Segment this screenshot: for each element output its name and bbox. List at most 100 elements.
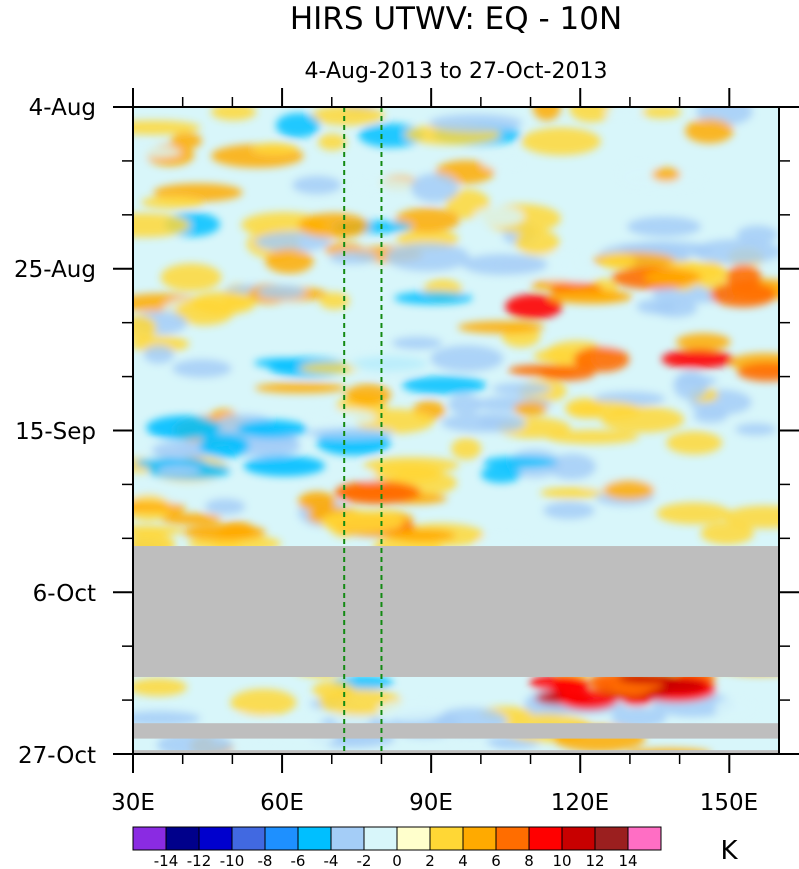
anomaly-cell xyxy=(448,394,482,415)
x-tick-label: 120E xyxy=(551,790,609,816)
colorbar-box xyxy=(198,826,233,851)
colorbar-tick-label: 6 xyxy=(491,852,501,869)
colorbar-unit: K xyxy=(720,836,738,866)
anomaly-cell xyxy=(482,456,558,469)
colorbar-box xyxy=(495,826,530,851)
anomaly-cell xyxy=(133,213,191,238)
anomaly-cell xyxy=(141,195,204,209)
anomaly-cell xyxy=(306,427,395,438)
colorbar-labels: -14 -12 -10 -8 -6 -4 -2 0 2 4 6 8 10 12 … xyxy=(154,852,638,869)
anomaly-cell xyxy=(482,158,525,170)
plot-area xyxy=(133,107,779,754)
anomaly-cell xyxy=(532,107,561,121)
anomaly-cell xyxy=(170,132,203,149)
anomaly-cell xyxy=(710,281,777,308)
anomaly-cell xyxy=(133,120,201,135)
anomaly-cell xyxy=(386,529,456,542)
colorbar-tick-label: -4 xyxy=(324,852,339,869)
colorbar-tick-label: 0 xyxy=(392,852,402,869)
anomaly-cell xyxy=(666,431,723,455)
anomaly-cell xyxy=(146,415,221,440)
anomaly-cell xyxy=(636,299,677,315)
anomaly-cell xyxy=(308,409,377,426)
anomaly-cell xyxy=(133,525,185,536)
anomaly-cell xyxy=(392,336,443,350)
axis-ticks xyxy=(113,88,799,773)
colorbar-box xyxy=(231,826,266,851)
anomaly-cell xyxy=(473,206,525,227)
anomaly-cell xyxy=(254,231,331,252)
anomaly-cell xyxy=(641,107,682,119)
anomaly-cell xyxy=(133,501,185,512)
colorbar xyxy=(132,826,662,851)
colorbar-box xyxy=(627,826,662,851)
anomaly-cell xyxy=(292,176,342,195)
anomaly-cell xyxy=(457,320,545,334)
anomaly-cell xyxy=(714,697,757,720)
anomaly-cell xyxy=(133,711,201,727)
anomaly-cell xyxy=(692,239,779,264)
anomaly-cell xyxy=(602,480,655,500)
anomaly-cell xyxy=(505,294,563,320)
anomaly-cell xyxy=(543,263,597,282)
colorbar-tick-label: -8 xyxy=(258,852,273,869)
anomaly-cell xyxy=(210,107,257,121)
anomaly-cell xyxy=(693,408,728,423)
anomaly-cell xyxy=(430,345,504,372)
colorbar-tick-label: -2 xyxy=(357,852,372,869)
anomaly-cell xyxy=(204,498,246,515)
anomaly-cell xyxy=(199,433,250,459)
anomaly-cell xyxy=(156,465,202,476)
colorbar-tick-label: -10 xyxy=(220,852,245,869)
anomaly-cell xyxy=(347,348,427,376)
anomaly-cell xyxy=(312,681,355,699)
anomaly-cell xyxy=(673,371,709,400)
anomaly-cell xyxy=(345,384,392,406)
anomaly-cell xyxy=(256,284,306,300)
anomaly-cell xyxy=(374,463,442,484)
missing-data-band xyxy=(133,546,779,677)
colorbar-tick-label: 2 xyxy=(425,852,435,869)
x-tick-label: 30E xyxy=(111,790,155,816)
anomaly-cell xyxy=(735,423,777,436)
anomaly-cell xyxy=(265,248,314,274)
anomaly-cell xyxy=(661,349,734,369)
anomaly-cell xyxy=(133,335,190,353)
anomaly-cell xyxy=(611,707,667,728)
anomaly-cell xyxy=(410,173,459,203)
anomaly-cell xyxy=(548,289,633,304)
anomaly-cell xyxy=(521,127,601,156)
anomaly-cell xyxy=(656,502,731,525)
anomaly-cell xyxy=(726,265,762,289)
anomaly-cell xyxy=(376,699,445,721)
x-tick-label: 150E xyxy=(700,790,758,816)
colorbar-tick-label: 4 xyxy=(458,852,468,869)
missing-data-band xyxy=(133,723,779,739)
anomaly-cell xyxy=(543,501,595,520)
y-tick-label: 27-Oct xyxy=(18,743,96,769)
anomaly-cell xyxy=(508,364,577,377)
anomaly-cell xyxy=(230,688,297,717)
anomaly-cell xyxy=(320,510,405,534)
colorbar-box xyxy=(462,826,497,851)
y-tick-label: 25-Aug xyxy=(14,257,96,283)
anomaly-cell xyxy=(644,269,702,286)
colorbar-box xyxy=(165,826,200,851)
chart-subtitle: 4-Aug-2013 to 27-Oct-2013 xyxy=(305,59,608,84)
colorbar-tick-label: -12 xyxy=(187,852,212,869)
anomaly-cell xyxy=(298,491,337,512)
anomaly-cell xyxy=(329,250,378,265)
x-axis: 30E 60E 90E 120E 150E xyxy=(111,790,758,816)
anomaly-cell xyxy=(254,358,307,369)
anomaly-cell xyxy=(569,107,613,123)
y-axis: 4-Aug 25-Aug 15-Sep 6-Oct 27-Oct xyxy=(14,95,96,769)
anomaly-cell xyxy=(346,178,420,194)
missing-data-band xyxy=(133,750,779,754)
anomaly-cell xyxy=(174,298,235,326)
anomaly-cell xyxy=(676,333,731,351)
anomaly-cell xyxy=(275,113,321,138)
anomaly-cell xyxy=(478,414,526,432)
colorbar-tick-label: 8 xyxy=(524,852,534,869)
anomaly-cell xyxy=(604,107,646,120)
anomaly-cell xyxy=(160,263,222,292)
